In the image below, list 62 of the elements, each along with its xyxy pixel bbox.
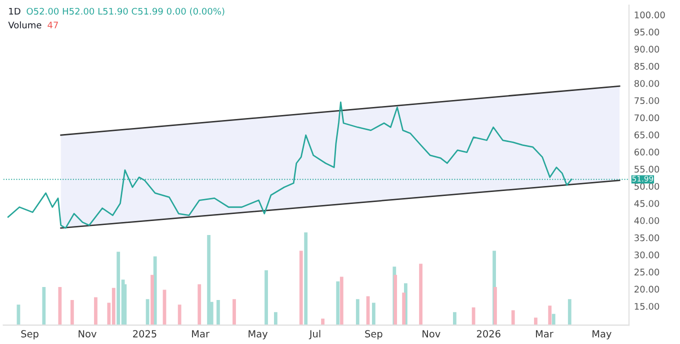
bar xyxy=(70,300,74,326)
bar xyxy=(58,287,62,326)
y-tick-label: 85.00 xyxy=(634,62,660,70)
y-tick-label: 90.00 xyxy=(634,46,660,53)
chart-title: Volume xyxy=(8,21,42,28)
bar xyxy=(42,287,46,326)
bar xyxy=(216,300,220,326)
bar xyxy=(453,312,456,326)
bar xyxy=(340,276,344,326)
y-tick-label: 45.00 xyxy=(634,200,660,207)
bar xyxy=(299,250,303,326)
bar xyxy=(150,274,154,326)
bar xyxy=(94,297,98,326)
annotation: 47 xyxy=(48,22,58,28)
bar xyxy=(232,299,236,326)
bar xyxy=(304,232,308,326)
bar xyxy=(356,299,360,326)
y-tick-label: 75.00 xyxy=(634,97,660,104)
y-tick-label: 35.00 xyxy=(634,234,660,242)
y-tick-label: 80.00 xyxy=(634,80,660,87)
y-tick-label: 65.00 xyxy=(634,132,660,138)
x-tick-label: Nov xyxy=(78,330,96,338)
bar xyxy=(552,314,556,326)
bar xyxy=(534,318,538,326)
x-tick-label: Mar xyxy=(192,330,210,338)
bar xyxy=(207,234,210,326)
bar xyxy=(372,302,376,326)
x-tick-label: Mar xyxy=(536,330,554,338)
chart-title: 1D xyxy=(9,8,20,15)
y-tick-label: 95.00 xyxy=(634,28,660,36)
bar xyxy=(321,318,324,326)
x-tick-label: Nov xyxy=(422,330,440,338)
bar xyxy=(274,312,278,326)
bar xyxy=(153,256,157,326)
y-tick-label: 15.00 xyxy=(634,302,660,310)
y-tick-label: 60.00 xyxy=(634,148,660,156)
y-tick-label: 55.00 xyxy=(634,166,660,173)
bar xyxy=(178,304,182,326)
bar xyxy=(494,287,497,326)
bar xyxy=(394,274,398,326)
x-tick-label: 2026 xyxy=(476,330,500,338)
y-tick-label: 25.00 xyxy=(634,268,660,276)
bar xyxy=(511,310,515,326)
bar xyxy=(336,281,340,326)
bar xyxy=(419,264,422,326)
y-tick-label: 70.00 xyxy=(634,114,660,122)
y-tick-label: 40.00 xyxy=(634,217,660,224)
x-tick-label: Jul xyxy=(308,330,320,340)
x-tick-label: 2025 xyxy=(133,330,156,338)
bar xyxy=(402,292,406,326)
x-tick-label: May xyxy=(592,330,612,340)
bar xyxy=(568,299,572,326)
y-tick-label: 100.00 xyxy=(634,11,665,18)
bar xyxy=(264,270,268,326)
bar xyxy=(548,306,552,326)
x-tick-label: May xyxy=(248,330,268,340)
x-tick-label: Sep xyxy=(365,330,382,340)
x-tick-label: Sep xyxy=(21,330,38,340)
annotation: O52.00 H52.00 L51.90 C51.99 0.00 (0.00%) xyxy=(26,8,224,16)
bar xyxy=(198,284,202,326)
y-tick-label: 30.00 xyxy=(634,252,660,258)
y-tick-label: 20.00 xyxy=(634,286,660,293)
